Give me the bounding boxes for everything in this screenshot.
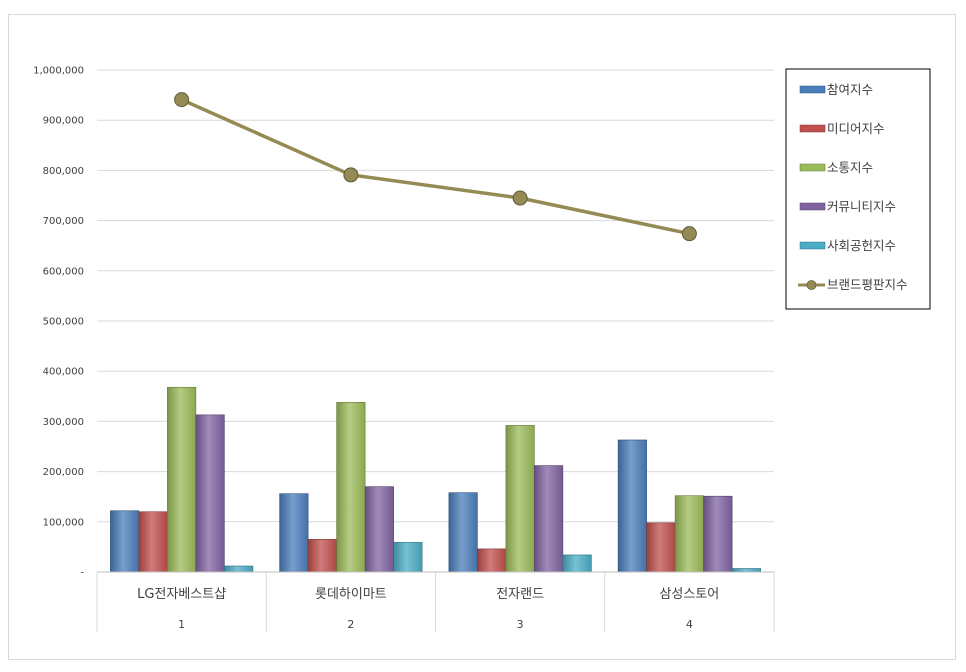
x-axis: LG전자베스트샵 1 롯데하이마트 2 전자랜드 3 삼성스토어 4 [96, 571, 775, 632]
x-category-label: 롯데하이마트 [315, 587, 387, 602]
legend-swatch [799, 124, 826, 133]
chart-frame: - 100,000 200,000 300,000 400,000 500,000 600,… [8, 14, 956, 660]
legend-box [785, 68, 931, 310]
legend-marker [806, 280, 817, 290]
bar [393, 542, 423, 573]
line-marker [174, 92, 190, 108]
y-tick-label: 300,000 [43, 417, 84, 428]
y-tick-label: 100,000 [43, 517, 84, 528]
legend-label: 참여지수 [827, 82, 873, 97]
y-tick-label: 200,000 [43, 467, 84, 478]
legend-label: 소통지수 [827, 160, 873, 175]
x-index-label: 2 [347, 618, 354, 631]
y-tick-label: 400,000 [43, 367, 84, 378]
x-index-label: 4 [686, 618, 693, 631]
bar [110, 510, 140, 573]
bar [307, 539, 337, 573]
y-tick-label: 700,000 [43, 216, 84, 227]
y-tick-label: 500,000 [43, 317, 84, 328]
bar [646, 522, 676, 573]
bar [562, 554, 592, 573]
line-marker [343, 167, 359, 183]
legend-swatch [799, 241, 826, 250]
bar [731, 568, 761, 573]
legend-swatch [799, 163, 826, 172]
bar [534, 465, 564, 573]
bar [364, 486, 394, 573]
bar [617, 439, 647, 573]
legend-swatch [799, 202, 826, 211]
bar [224, 565, 254, 573]
legend-label: 사회공헌지수 [827, 238, 896, 253]
bar [195, 414, 225, 573]
x-index-label: 3 [517, 618, 524, 631]
legend-label: 커뮤니티지수 [827, 199, 896, 214]
x-category-label: 전자랜드 [496, 587, 544, 602]
bar [505, 425, 535, 573]
legend-label: 브랜드평판지수 [827, 277, 908, 292]
y-tick-label: 900,000 [43, 116, 84, 127]
chart-svg: - 100,000 200,000 300,000 400,000 500,000 600,… [33, 66, 931, 632]
y-tick-label: 1,000,000 [33, 66, 84, 77]
x-category-label: 삼성스토어 [659, 587, 719, 602]
legend-label: 미디어지수 [827, 121, 885, 136]
bar [138, 511, 168, 573]
line-series [180, 98, 690, 236]
x-index-label: 1 [178, 618, 185, 631]
y-tick-label: - [80, 568, 84, 579]
y-tick-label: 800,000 [43, 166, 84, 177]
line-layer [174, 92, 697, 242]
y-tick-label: 600,000 [43, 266, 84, 277]
bar [477, 548, 507, 573]
x-category-label: LG전자베스트샵 [137, 587, 226, 602]
bar [703, 495, 733, 573]
bar [336, 402, 366, 573]
bar [674, 495, 704, 573]
y-axis-ticks: - 100,000 200,000 300,000 400,000 500,000 600,… [33, 66, 84, 579]
legend-swatch [799, 85, 826, 94]
bar [448, 492, 478, 573]
bar-layer [110, 386, 761, 573]
bar [167, 386, 197, 573]
line-marker [681, 226, 697, 242]
line-marker [512, 190, 528, 206]
bar [279, 493, 309, 573]
